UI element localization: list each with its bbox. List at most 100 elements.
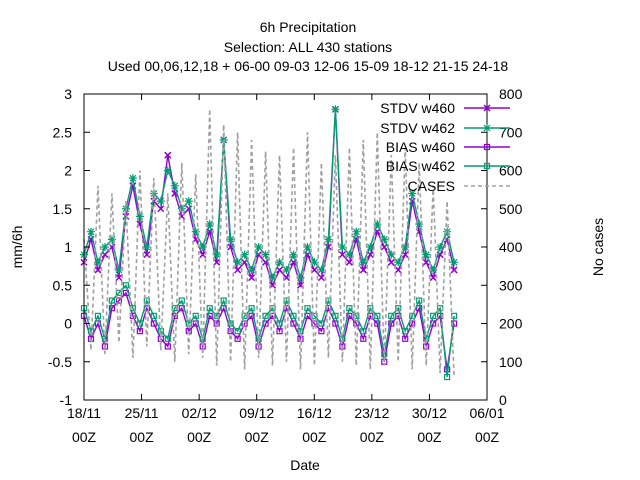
data-point — [311, 312, 318, 319]
data-point — [429, 274, 437, 282]
data-point — [310, 266, 318, 274]
data-point — [234, 266, 242, 274]
data-point — [352, 227, 361, 236]
data-point — [114, 265, 123, 274]
x-tick-date: 25/11 — [125, 405, 159, 421]
y2-tick-label: 500 — [499, 201, 523, 217]
data-point — [338, 251, 346, 259]
title-line-1: 6h Precipitation — [260, 19, 357, 35]
x-tick-date: 16/12 — [297, 405, 332, 421]
legend-marker — [483, 143, 491, 151]
data-point — [388, 320, 395, 327]
data-point — [143, 297, 150, 304]
y2-tick-label: 700 — [499, 124, 523, 140]
y-tick-label: 1.5 — [53, 201, 73, 217]
y2-tick-label: 200 — [499, 316, 523, 332]
x-tick-hour: 00Z — [72, 429, 97, 445]
data-point — [374, 320, 381, 327]
data-point — [142, 243, 151, 251]
data-point — [233, 258, 242, 267]
data-point — [261, 250, 270, 259]
data-point — [206, 305, 213, 312]
series-bias-w462 — [80, 282, 458, 381]
data-point — [416, 297, 423, 304]
x-tick-hour: 00Z — [130, 429, 155, 445]
y2-tick-label: 0 — [499, 392, 507, 408]
data-point — [206, 312, 213, 319]
y-tick-label: 0.5 — [53, 277, 73, 293]
data-point — [94, 266, 102, 274]
x-axis-label: Date — [290, 457, 320, 473]
y-tick-label: -0.5 — [48, 354, 72, 370]
data-point — [213, 312, 220, 319]
data-point — [304, 305, 311, 312]
data-point — [373, 220, 382, 229]
data-point — [248, 274, 256, 282]
x-tick-hour: 00Z — [187, 429, 212, 445]
data-point — [150, 312, 157, 319]
data-point — [346, 312, 353, 319]
y-tick-label: 0 — [64, 316, 72, 332]
x-tick-date: 09/12 — [239, 405, 274, 421]
data-point — [157, 205, 165, 213]
data-point — [241, 312, 248, 319]
data-point — [282, 265, 291, 274]
data-point — [317, 274, 325, 282]
data-point — [388, 312, 395, 319]
data-point — [115, 297, 123, 304]
data-point — [86, 227, 95, 236]
data-point — [226, 235, 235, 244]
data-point — [444, 373, 451, 381]
data-point — [303, 243, 312, 251]
data-point — [212, 250, 221, 259]
data-point — [163, 166, 172, 175]
data-point — [402, 328, 409, 335]
data-point — [374, 312, 381, 319]
data-point — [443, 227, 452, 236]
data-point — [422, 250, 431, 259]
data-point — [324, 235, 333, 244]
data-point — [318, 328, 325, 335]
data-point — [164, 151, 172, 159]
title-line-3: Used 00,06,12,18 + 06-00 09-03 12-06 15-… — [108, 58, 509, 74]
y-tick-label: 3 — [64, 86, 72, 102]
data-point — [234, 328, 241, 335]
data-point — [213, 320, 220, 327]
data-point — [185, 320, 192, 327]
data-point — [177, 204, 186, 213]
data-point — [297, 328, 304, 335]
data-point — [297, 335, 304, 342]
data-point — [100, 243, 109, 251]
data-point — [170, 181, 179, 190]
data-point — [310, 258, 319, 267]
data-point — [430, 312, 437, 319]
title-line-2: Selection: ALL 430 stations — [224, 39, 392, 55]
data-point — [423, 335, 430, 342]
y-tick-label: 2 — [64, 163, 72, 179]
data-point — [254, 243, 263, 251]
data-point — [108, 297, 116, 304]
data-point — [240, 250, 249, 259]
legend-marker — [483, 124, 491, 132]
data-point — [213, 258, 221, 266]
data-point — [359, 258, 368, 267]
y2-tick-label: 100 — [499, 354, 523, 370]
data-point — [248, 312, 255, 319]
y2-tick-label: 300 — [499, 277, 523, 293]
data-point — [143, 251, 151, 259]
y2-axis-label: No cases — [590, 218, 606, 276]
data-point — [402, 335, 409, 342]
data-point — [199, 251, 207, 259]
data-point — [415, 220, 424, 229]
legend-label: BIAS w462 — [386, 158, 455, 174]
y2-tick-label: 800 — [499, 86, 523, 102]
x-tick-date: 06/01 — [469, 405, 504, 421]
y-axis-left: -1 -0.5 0 0.5 1 1.5 2 2.5 3 — [48, 86, 90, 408]
data-point — [332, 312, 339, 319]
legend-label: STDV w460 — [380, 100, 455, 116]
data-point — [192, 312, 199, 319]
data-point — [311, 320, 318, 327]
data-point — [150, 320, 157, 327]
data-point — [290, 312, 297, 319]
x-tick-date: 02/12 — [182, 405, 217, 421]
